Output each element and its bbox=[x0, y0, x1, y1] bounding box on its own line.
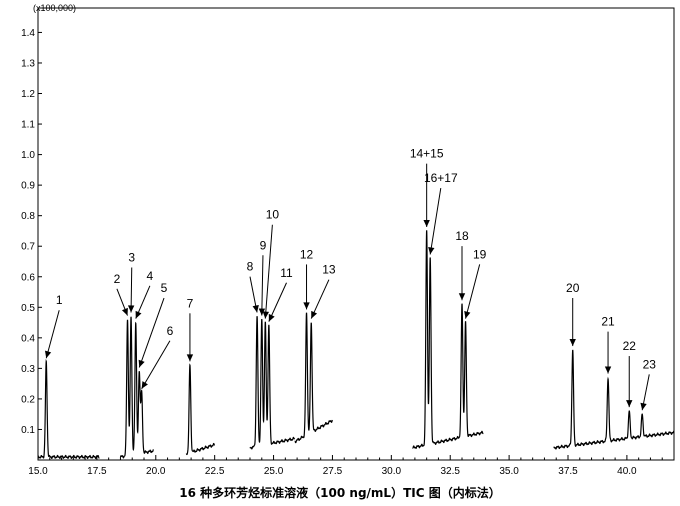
peak-arrow-head bbox=[186, 354, 194, 362]
peak-arrow-head bbox=[44, 350, 52, 359]
peak-arrow-shaft bbox=[141, 340, 171, 390]
peak-arrow-shaft bbox=[465, 264, 481, 319]
tic-trace-segment bbox=[294, 312, 333, 444]
peak-arrow-shaft bbox=[310, 279, 330, 319]
peak-label: 4 bbox=[147, 269, 154, 283]
peak-arrow-head bbox=[141, 381, 148, 389]
peak-arrow-head bbox=[626, 400, 633, 408]
peak-label: 12 bbox=[300, 247, 314, 261]
peak-label: 21 bbox=[601, 315, 615, 329]
x-tick-label: 37.5 bbox=[558, 466, 578, 477]
peak-arrow-head bbox=[262, 311, 270, 319]
y-tick-label: 0.5 bbox=[21, 303, 35, 314]
peak-label: 20 bbox=[566, 281, 580, 295]
peak-label: 16+17 bbox=[424, 171, 458, 185]
axes-layer: 0.1 0.2 0.3 0.4 0.5 0.6 0.7 0.8 0.9 1.0 1.1 1.2 1.3 1… bbox=[21, 7, 675, 477]
y-tick-label: 1.1 bbox=[21, 120, 35, 131]
peak-arrow-head bbox=[252, 304, 259, 313]
y-tick-label: 1.3 bbox=[21, 58, 35, 69]
peak-arrow-head bbox=[127, 305, 135, 313]
y-tick-label: 0.3 bbox=[21, 364, 35, 375]
peak-arrow-head bbox=[303, 302, 310, 310]
peak-arrow-head bbox=[604, 366, 612, 374]
plot-frame bbox=[37, 7, 675, 461]
peak-arrow-head bbox=[464, 310, 471, 319]
peak-label: 8 bbox=[247, 260, 254, 274]
x-tick-label: 25.0 bbox=[264, 466, 284, 477]
peak-arrow-shaft bbox=[264, 224, 273, 319]
x-tick-label: 27.5 bbox=[323, 466, 343, 477]
x-tick-label: 15.0 bbox=[28, 466, 48, 477]
peak-arrow-shaft bbox=[45, 310, 60, 359]
x-tick-label: 22.5 bbox=[205, 466, 225, 477]
peak-arrow-shaft bbox=[429, 188, 442, 255]
tic-trace-segment bbox=[553, 349, 675, 450]
peak-arrow-head bbox=[138, 359, 145, 368]
tic-trace-segment bbox=[249, 316, 296, 450]
x-tick-label: 35.0 bbox=[499, 466, 519, 477]
peak-label: 3 bbox=[128, 250, 135, 264]
peak-arrow-head bbox=[423, 219, 430, 227]
peak-arrow-head bbox=[135, 310, 142, 319]
peak-arrow-head bbox=[569, 339, 576, 347]
x-tick-label: 17.5 bbox=[87, 466, 107, 477]
y-tick-label: 1.2 bbox=[21, 89, 35, 100]
peak-label: 19 bbox=[473, 247, 487, 261]
peak-arrow-shaft bbox=[268, 282, 287, 322]
peak-arrow-head bbox=[121, 307, 128, 316]
peak-label: 7 bbox=[187, 296, 194, 310]
peak-label: 1 bbox=[56, 293, 63, 307]
peak-label: 11 bbox=[280, 266, 293, 280]
peak-label: 5 bbox=[161, 281, 168, 295]
peak-arrow-shaft bbox=[261, 255, 264, 316]
y-tick-label: 0.4 bbox=[21, 333, 35, 344]
peak-arrow-head bbox=[311, 310, 318, 319]
peak-label: 22 bbox=[623, 339, 637, 353]
peak-label: 2 bbox=[114, 272, 121, 286]
tic-trace-segment bbox=[185, 363, 215, 456]
trace-layer bbox=[37, 230, 675, 460]
peak-label: 9 bbox=[260, 238, 267, 252]
peak-arrow-shaft bbox=[130, 267, 133, 313]
peak-arrow-head bbox=[428, 247, 435, 255]
peak-arrow-head bbox=[458, 293, 466, 301]
x-tick-label: 30.0 bbox=[382, 466, 402, 477]
y-tick-label: 1.0 bbox=[21, 150, 35, 161]
y-tick-label: 0.9 bbox=[21, 181, 35, 192]
peak-label: 13 bbox=[322, 263, 336, 277]
peak-arrow-head bbox=[640, 402, 647, 411]
peak-arrow-shaft bbox=[138, 297, 165, 368]
y-tick-label: 0.8 bbox=[21, 211, 35, 222]
peak-label: 10 bbox=[266, 208, 280, 222]
tic-trace-segment bbox=[37, 358, 100, 460]
y-tick-label: 1.4 bbox=[21, 28, 35, 39]
peak-arrow-head bbox=[258, 308, 266, 316]
tic-trace-segment bbox=[119, 316, 154, 459]
peak-label: 14+15 bbox=[410, 147, 444, 161]
y-tick-label: 0.6 bbox=[21, 272, 35, 283]
y-tick-label: 0.7 bbox=[21, 242, 35, 253]
peak-label: 18 bbox=[455, 229, 469, 243]
x-tick-label: 32.5 bbox=[440, 466, 460, 477]
peak-arrow-head bbox=[268, 313, 275, 322]
x-tick-label: 20.0 bbox=[146, 466, 166, 477]
y-tick-label: 0.2 bbox=[21, 394, 35, 405]
tic-trace-segment bbox=[412, 230, 484, 450]
chart-caption: 16 种多环芳烃标准溶液（100 ng/mL）TIC 图（内标法） bbox=[179, 486, 501, 500]
x-tick-label: 40.0 bbox=[617, 466, 637, 477]
peak-label: 6 bbox=[167, 324, 174, 338]
y-tick-label: 0.1 bbox=[21, 425, 35, 436]
peak-label: 23 bbox=[643, 357, 657, 371]
